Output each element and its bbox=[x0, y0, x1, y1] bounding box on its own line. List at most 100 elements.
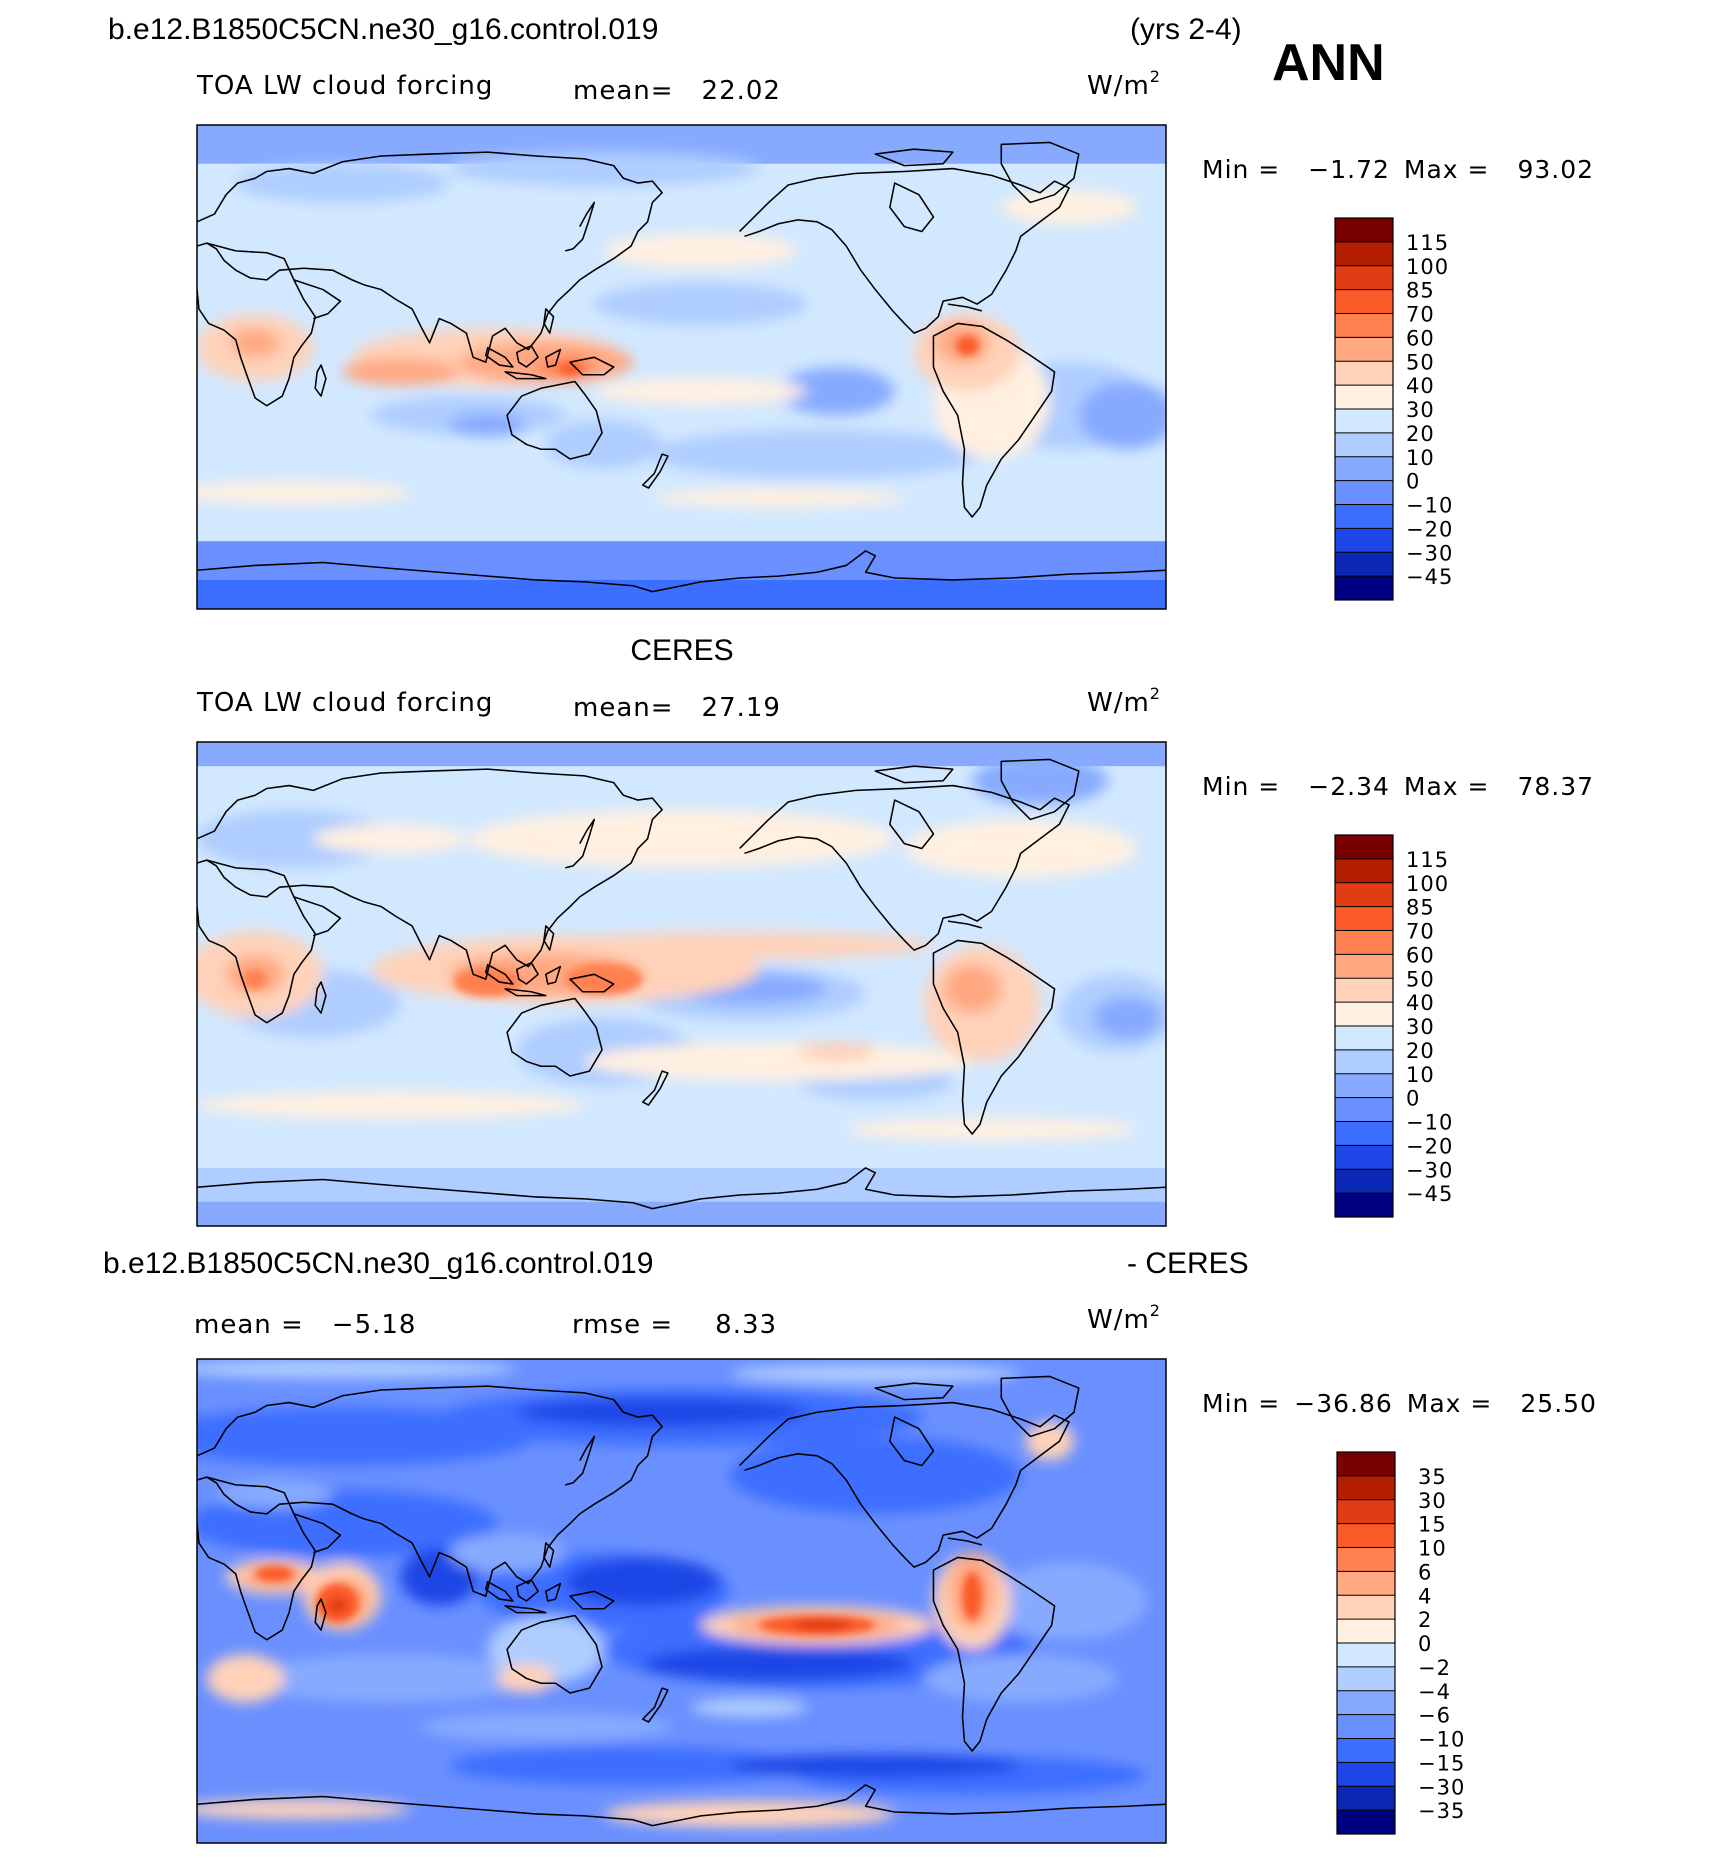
colorbar-label: −35 bbox=[1418, 1799, 1465, 1823]
colorbar-cell bbox=[1337, 1666, 1395, 1692]
panel-diff-mean-value: −5.18 bbox=[332, 1310, 417, 1340]
panel-model-min-value: −1.72 bbox=[1308, 155, 1390, 184]
colorbar-label: 85 bbox=[1406, 279, 1435, 303]
colorbar-cell bbox=[1335, 361, 1393, 386]
panel-diff-units: W/m2 bbox=[1087, 1301, 1161, 1335]
colorbar-cell bbox=[1337, 1571, 1395, 1596]
colorbar-frame bbox=[1336, 1451, 1396, 1835]
colorbar-cell bbox=[1335, 409, 1393, 434]
colorbar-label: 30 bbox=[1406, 1015, 1435, 1039]
colorbar-cell bbox=[1335, 906, 1393, 931]
panel-obs-units: W/m2 bbox=[1087, 684, 1161, 718]
colorbar-cell bbox=[1337, 1738, 1395, 1763]
panel-diff-title-left: b.e12.B1850C5CN.ne30_g16.control.019 bbox=[103, 1247, 653, 1280]
panel-model-mean-label: mean= bbox=[573, 76, 674, 106]
colorbar-cell bbox=[1337, 1810, 1395, 1835]
panel-diff-map-frame bbox=[196, 1358, 1167, 1844]
colorbar-cell bbox=[1335, 313, 1393, 338]
panel-model-min-label: Min = bbox=[1202, 155, 1280, 184]
colorbar-cell bbox=[1335, 1121, 1393, 1146]
colorbar-cell bbox=[1337, 1762, 1395, 1787]
colorbar-label: −15 bbox=[1418, 1751, 1465, 1775]
colorbar-label: −10 bbox=[1406, 1111, 1453, 1135]
colorbar-cell bbox=[1335, 528, 1393, 553]
colorbar-label: 115 bbox=[1406, 231, 1449, 255]
panel-diff-mean: mean = −5.18 bbox=[194, 1310, 416, 1340]
colorbar-cell bbox=[1335, 432, 1393, 458]
panel-diff-max-value: 25.50 bbox=[1520, 1389, 1597, 1418]
panel-model-units-base: W/m bbox=[1087, 71, 1150, 101]
colorbar-label: 10 bbox=[1406, 1063, 1435, 1087]
colorbar-cell bbox=[1335, 1026, 1393, 1051]
colorbar-cell bbox=[1337, 1547, 1395, 1572]
colorbar-label: 20 bbox=[1406, 422, 1435, 446]
colorbar-label: −30 bbox=[1406, 1158, 1453, 1182]
colorbar-label: −45 bbox=[1406, 1182, 1453, 1206]
colorbar-label: 50 bbox=[1406, 967, 1435, 991]
panel-obs-max-label: Max = bbox=[1404, 772, 1490, 801]
colorbar-cell bbox=[1335, 1193, 1393, 1218]
colorbar-cell bbox=[1337, 1714, 1395, 1739]
colorbar-label: 115 bbox=[1406, 848, 1449, 872]
colorbar-label: 15 bbox=[1418, 1513, 1447, 1537]
panel-diff-max-label: Max = bbox=[1407, 1389, 1493, 1418]
panel-obs-minmax: Min = −2.34 Max = 78.37 bbox=[1202, 772, 1594, 801]
colorbar-frame bbox=[1334, 217, 1394, 601]
colorbar-cell bbox=[1335, 1049, 1393, 1075]
colorbar-label: 60 bbox=[1406, 326, 1435, 350]
panel-obs-units-exp: 2 bbox=[1150, 684, 1161, 703]
colorbar-cell bbox=[1335, 1169, 1393, 1194]
panel-obs-mean-value: 27.19 bbox=[702, 693, 781, 723]
colorbar-label: 10 bbox=[1406, 446, 1435, 470]
panel-diff-min-value: −36.86 bbox=[1294, 1389, 1393, 1418]
panel-diff-rmse-label: rmse = bbox=[572, 1310, 673, 1340]
years-label: (yrs 2-4) bbox=[1130, 13, 1242, 46]
panel-model-minmax: Min = −1.72 Max = 93.02 bbox=[1202, 155, 1594, 184]
colorbar-label: 20 bbox=[1406, 1039, 1435, 1063]
colorbar-cell bbox=[1335, 337, 1393, 362]
colorbar-label: 0 bbox=[1418, 1632, 1432, 1656]
colorbar-label: −30 bbox=[1418, 1775, 1465, 1799]
panel-obs-mean: mean= 27.19 bbox=[573, 693, 781, 723]
panel-model-max-value: 93.02 bbox=[1517, 155, 1594, 184]
colorbar-cell bbox=[1335, 1097, 1393, 1122]
colorbar-label: 4 bbox=[1418, 1584, 1432, 1608]
colorbar-cell bbox=[1335, 289, 1393, 314]
colorbar-label: −6 bbox=[1418, 1704, 1451, 1728]
colorbar-frame bbox=[1334, 834, 1394, 1218]
panel-model-max-label: Max = bbox=[1404, 155, 1490, 184]
colorbar-label: −20 bbox=[1406, 517, 1453, 541]
panel-model: TOA LW cloud forcing mean= 22.02 W/m2 Min… bbox=[196, 67, 1594, 610]
colorbar-cell bbox=[1335, 385, 1393, 410]
panel-obs-mean-label: mean= bbox=[573, 693, 674, 723]
panel-diff-title-right: - CERES bbox=[1127, 1247, 1249, 1280]
case-name-title: b.e12.B1850C5CN.ne30_g16.control.019 bbox=[108, 13, 658, 46]
colorbar-label: 0 bbox=[1406, 470, 1420, 494]
colorbar-label: −2 bbox=[1418, 1656, 1451, 1680]
colorbar-label: 40 bbox=[1406, 374, 1435, 398]
panel-obs: CERES TOA LW cloud forcing mean= 27.19 W/… bbox=[196, 634, 1594, 1227]
panel-model-units: W/m2 bbox=[1087, 67, 1161, 101]
panel-model-map bbox=[197, 125, 1166, 609]
colorbar-label: 6 bbox=[1418, 1560, 1432, 1584]
colorbar-cell bbox=[1335, 882, 1393, 908]
colorbar-label: 60 bbox=[1406, 943, 1435, 967]
colorbar-cell bbox=[1335, 576, 1393, 601]
panel-obs-variable: TOA LW cloud forcing bbox=[196, 688, 493, 718]
colorbar-cell bbox=[1335, 504, 1393, 529]
panel-obs-max-value: 78.37 bbox=[1517, 772, 1594, 801]
colorbar-label: 40 bbox=[1406, 991, 1435, 1015]
colorbar-label: 100 bbox=[1406, 872, 1449, 896]
colorbar-cell bbox=[1337, 1452, 1395, 1477]
colorbar-cell bbox=[1335, 930, 1393, 955]
colorbar-label: 0 bbox=[1406, 1087, 1420, 1111]
colorbar-label: 100 bbox=[1406, 255, 1449, 279]
colorbar-label: 35 bbox=[1418, 1465, 1447, 1489]
panel-diff-min-label: Min = bbox=[1202, 1389, 1280, 1418]
colorbar-label: 30 bbox=[1406, 398, 1435, 422]
panel-diff-rmse: rmse = 8.33 bbox=[572, 1310, 777, 1340]
colorbar-label: −45 bbox=[1406, 565, 1453, 589]
panel-diff-map bbox=[197, 1359, 1166, 1843]
